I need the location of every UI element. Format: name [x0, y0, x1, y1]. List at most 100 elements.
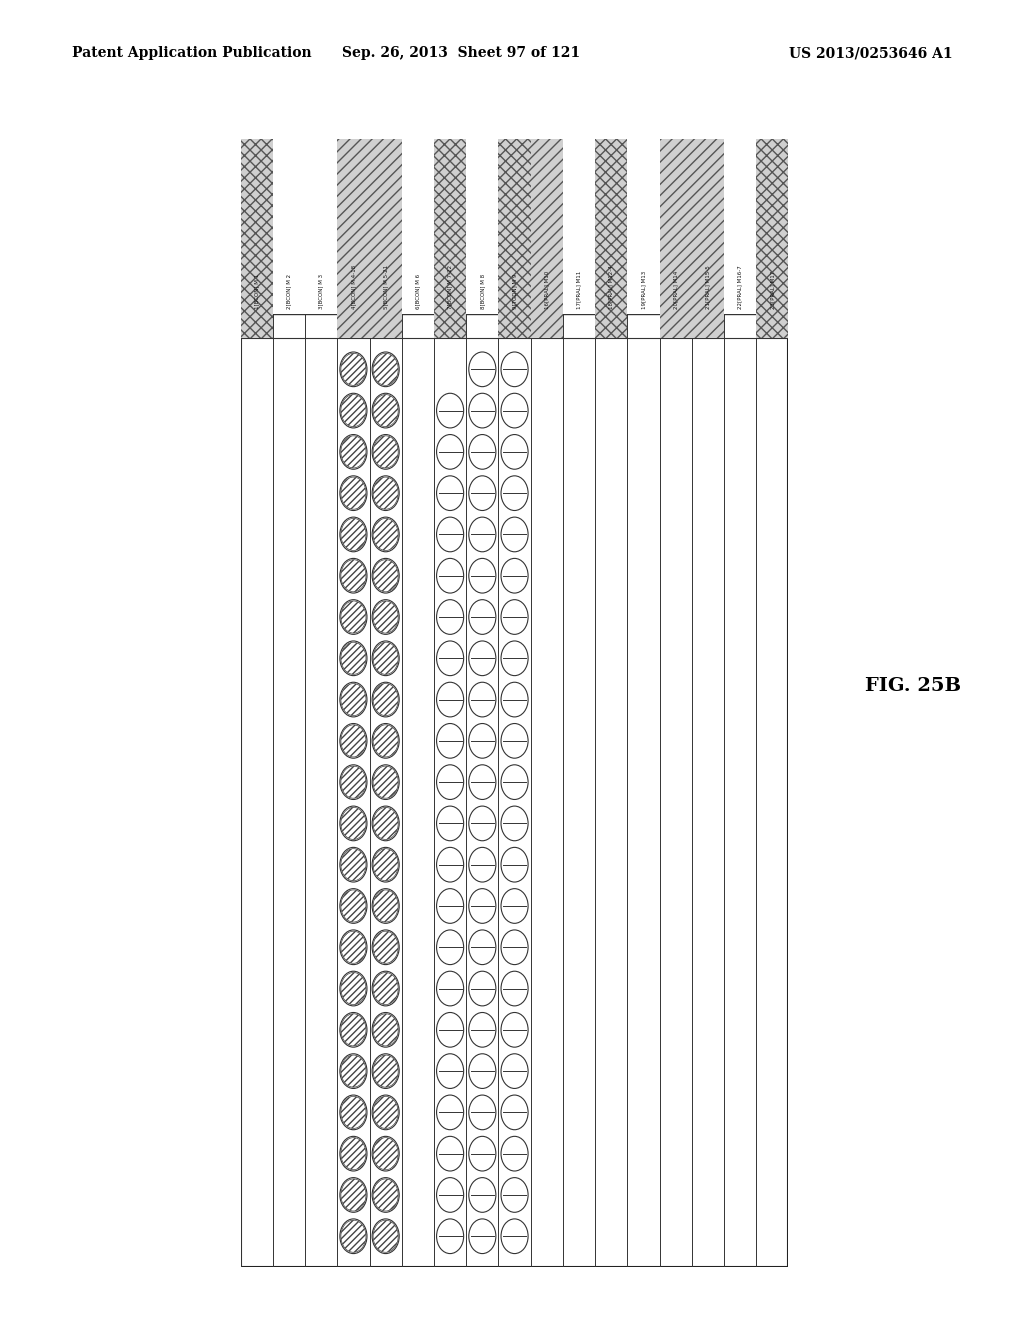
Bar	[659, 139, 692, 314]
Bar	[757, 139, 788, 314]
Bar	[692, 139, 724, 314]
Text: 7[BCON] M 7-22: 7[BCON] M 7-22	[447, 265, 453, 309]
Ellipse shape	[372, 517, 399, 552]
Ellipse shape	[469, 599, 496, 635]
Text: 5[BCON] M 5-21: 5[BCON] M 5-21	[383, 265, 388, 309]
Ellipse shape	[501, 558, 528, 593]
Bar	[370, 314, 401, 338]
Text: 20[PRAL] M14: 20[PRAL] M14	[673, 271, 678, 309]
Ellipse shape	[340, 764, 367, 800]
Text: 23[PRAL] M17: 23[PRAL] M17	[770, 271, 775, 309]
Ellipse shape	[372, 642, 399, 676]
Ellipse shape	[436, 475, 464, 511]
Ellipse shape	[340, 682, 367, 717]
Text: 19[PRAL] M13: 19[PRAL] M13	[641, 271, 646, 309]
Ellipse shape	[340, 1096, 367, 1130]
Ellipse shape	[340, 558, 367, 593]
Ellipse shape	[501, 1053, 528, 1089]
Ellipse shape	[340, 517, 367, 552]
Ellipse shape	[340, 723, 367, 758]
Bar	[628, 139, 659, 314]
Ellipse shape	[469, 764, 496, 800]
Ellipse shape	[469, 888, 496, 923]
Ellipse shape	[340, 599, 367, 635]
Text: Sep. 26, 2013  Sheet 97 of 121: Sep. 26, 2013 Sheet 97 of 121	[342, 46, 580, 61]
Ellipse shape	[340, 352, 367, 387]
Ellipse shape	[501, 1218, 528, 1254]
Bar	[370, 139, 401, 314]
Ellipse shape	[340, 929, 367, 965]
Ellipse shape	[372, 599, 399, 635]
Ellipse shape	[501, 642, 528, 676]
Ellipse shape	[372, 1137, 399, 1171]
Ellipse shape	[469, 929, 496, 965]
Text: 8[BCON] M 8: 8[BCON] M 8	[480, 273, 484, 309]
Ellipse shape	[501, 972, 528, 1006]
Ellipse shape	[501, 1177, 528, 1212]
Ellipse shape	[469, 558, 496, 593]
Ellipse shape	[436, 1053, 464, 1089]
Ellipse shape	[469, 352, 496, 387]
Bar	[595, 139, 628, 314]
Ellipse shape	[372, 393, 399, 428]
Ellipse shape	[340, 1053, 367, 1089]
Ellipse shape	[340, 642, 367, 676]
Ellipse shape	[436, 434, 464, 469]
Ellipse shape	[340, 1177, 367, 1212]
Ellipse shape	[372, 1053, 399, 1089]
Ellipse shape	[469, 475, 496, 511]
Bar	[241, 139, 272, 314]
Ellipse shape	[372, 723, 399, 758]
Ellipse shape	[372, 847, 399, 882]
Bar	[595, 314, 628, 338]
Ellipse shape	[436, 1137, 464, 1171]
Text: US 2013/0253646 A1: US 2013/0253646 A1	[788, 46, 952, 61]
Bar	[659, 314, 692, 338]
Ellipse shape	[340, 1012, 367, 1047]
Ellipse shape	[469, 847, 496, 882]
Ellipse shape	[469, 1012, 496, 1047]
Bar	[466, 139, 499, 314]
Ellipse shape	[372, 1177, 399, 1212]
Bar	[530, 314, 563, 338]
Ellipse shape	[436, 682, 464, 717]
Ellipse shape	[501, 682, 528, 717]
Bar	[337, 139, 370, 314]
Ellipse shape	[436, 599, 464, 635]
Ellipse shape	[469, 1096, 496, 1130]
Ellipse shape	[501, 517, 528, 552]
Text: 22[PRAL] M16-7: 22[PRAL] M16-7	[737, 265, 742, 309]
Ellipse shape	[501, 764, 528, 800]
Bar	[757, 314, 788, 338]
Bar	[434, 139, 466, 314]
Ellipse shape	[436, 1218, 464, 1254]
Text: 3[BCON] M 3: 3[BCON] M 3	[318, 273, 324, 309]
Ellipse shape	[436, 972, 464, 1006]
Ellipse shape	[501, 807, 528, 841]
Ellipse shape	[340, 1137, 367, 1171]
Ellipse shape	[372, 558, 399, 593]
Ellipse shape	[372, 972, 399, 1006]
Ellipse shape	[469, 1177, 496, 1212]
Ellipse shape	[372, 1218, 399, 1254]
Ellipse shape	[501, 393, 528, 428]
Bar	[241, 314, 272, 338]
Ellipse shape	[372, 475, 399, 511]
Ellipse shape	[340, 807, 367, 841]
Text: 2[BCON] M 2: 2[BCON] M 2	[287, 273, 292, 309]
Ellipse shape	[436, 929, 464, 965]
Ellipse shape	[436, 642, 464, 676]
Ellipse shape	[469, 1137, 496, 1171]
Ellipse shape	[372, 1012, 399, 1047]
Ellipse shape	[372, 807, 399, 841]
Ellipse shape	[501, 1137, 528, 1171]
Ellipse shape	[340, 847, 367, 882]
Ellipse shape	[501, 888, 528, 923]
Ellipse shape	[372, 888, 399, 923]
Ellipse shape	[469, 972, 496, 1006]
Ellipse shape	[469, 517, 496, 552]
Ellipse shape	[340, 888, 367, 923]
Text: 9[TGDN] M 9: 9[TGDN] M 9	[512, 273, 517, 309]
Text: FIG. 25B: FIG. 25B	[865, 677, 962, 696]
Ellipse shape	[340, 972, 367, 1006]
